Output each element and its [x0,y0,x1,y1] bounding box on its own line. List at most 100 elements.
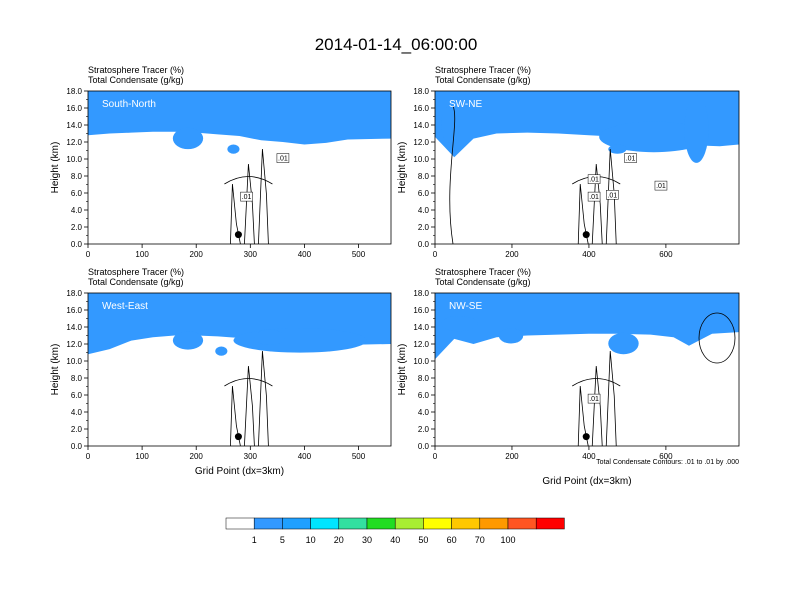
contour-label-box [276,153,290,163]
y-tick-label: 4.0 [418,408,430,417]
y-tick-label: 18.0 [66,289,82,298]
cloud-blob [441,315,478,332]
colorbar-box [310,517,340,530]
x-tick-label: 100 [135,452,149,461]
panels: .01 .01 South-North Stratosphere Tracer (%)… [50,65,740,487]
colorbar-box [253,517,283,530]
y-tick-label: 0.0 [418,240,430,249]
colorbar-label: 20 [334,535,344,545]
x-tick-label: 400 [298,452,312,461]
colorbar-label: 30 [362,535,372,545]
y-tick-label: 10.0 [413,357,429,366]
y-tick-label: 2.0 [71,425,83,434]
location-marker [234,433,242,441]
contour-label: .01 [589,396,599,403]
location-marker [234,231,242,239]
contour-line [572,378,621,387]
panel-west-east: West-East Stratosphere Tracer (%)Total Co… [50,267,392,477]
contour-label-box [606,190,619,200]
colorbar-box [423,517,452,530]
colorbar-label: 100 [500,535,515,545]
y-tick-label: 12.0 [413,340,429,349]
cloud-blob [498,328,524,344]
header-tracer-label: Stratosphere Tracer (%) [88,267,184,277]
cloud-blob [599,121,709,153]
x-tick-label: 400 [582,452,596,461]
panel-title: West-East [102,301,148,312]
y-tick-label: 2.0 [418,425,430,434]
contour-label-box [587,393,601,404]
y-tick-label: 18.0 [413,87,429,96]
x-tick-label: 400 [298,250,312,259]
colorbar-box [535,517,565,530]
x-tick-label: 0 [433,250,438,259]
y-tick-label: 8.0 [71,172,83,181]
cloud-blob [608,332,639,355]
colorbar-label: 5 [280,535,285,545]
x-tick-label: 0 [433,452,438,461]
y-tick-label: 8.0 [418,172,430,181]
x-tick-label: 400 [582,250,596,259]
header-tracer-label: Stratosphere Tracer (%) [435,65,531,75]
y-tick-label: 0.0 [71,240,83,249]
x-tick-label: 500 [352,452,366,461]
colorbar-label: 70 [475,535,485,545]
condensate-contours [224,350,273,446]
colorbar: 1 5 10 20 30 40 50 60 70 100 [225,517,565,545]
y-tick-label: 16.0 [413,306,429,315]
y-tick-label: 10.0 [66,357,82,366]
tracer-field [88,293,391,356]
y-tick-label: 14.0 [66,323,82,332]
colorbar-box [282,517,311,530]
header-condensate-label: Total Condensate (g/kg) [435,75,531,85]
cloud-blob [227,144,240,154]
contour-label-box [624,153,637,163]
y-tick-label: 4.0 [418,206,430,215]
contour-line [605,350,617,446]
y-tick-label: 10.0 [66,155,82,164]
y-tick-label: 0.0 [418,442,430,451]
contour-footnote: Total Condensate Contours: .01 to .01 by… [596,459,739,466]
y-tick-label: 14.0 [413,121,429,130]
contour-label: .01 [589,194,599,201]
condensate-contours [224,148,273,244]
contour-label-box [587,191,601,202]
header-condensate-label: Total Condensate (g/kg) [435,277,531,287]
contour-line [224,378,273,387]
y-tick-label: 12.0 [66,138,82,147]
y-tick-label: 6.0 [418,391,430,400]
contour-label: .01 [278,156,288,163]
cloud-blob [215,346,228,356]
contour-label: .01 [589,177,599,184]
contour-label: .01 [656,183,666,190]
y-axis-label: Height (km) [50,344,61,396]
colorbar-box [225,517,255,530]
x-tick-label: 0 [86,250,91,259]
contour-line [449,105,456,244]
x-tick-label: 300 [244,250,258,259]
panel-title: South-North [102,99,156,110]
x-tick-label: 0 [86,452,91,461]
x-tick-label: 200 [505,250,519,259]
y-tick-label: 14.0 [66,121,82,130]
contour-line [224,176,273,185]
y-tick-label: 0.0 [71,442,83,451]
tracer-field [435,91,739,163]
contour-label-box [240,191,253,202]
y-tick-label: 4.0 [71,206,83,215]
condensate-contours [572,312,736,446]
contour-label: .01 [626,156,636,163]
x-tick-label: 100 [135,250,149,259]
y-tick-label: 12.0 [66,340,82,349]
colorbar-box [394,517,424,530]
header-condensate-label: Total Condensate (g/kg) [88,277,184,287]
cloud-blob [172,331,204,350]
cloud-blob [233,328,367,353]
contour-label-box [587,174,601,184]
condensate-contours [449,105,621,244]
page-title: 2014-01-14_06:00:00 [315,35,478,54]
colorbar-box [479,517,509,530]
y-axis-label: Height (km) [397,344,408,396]
